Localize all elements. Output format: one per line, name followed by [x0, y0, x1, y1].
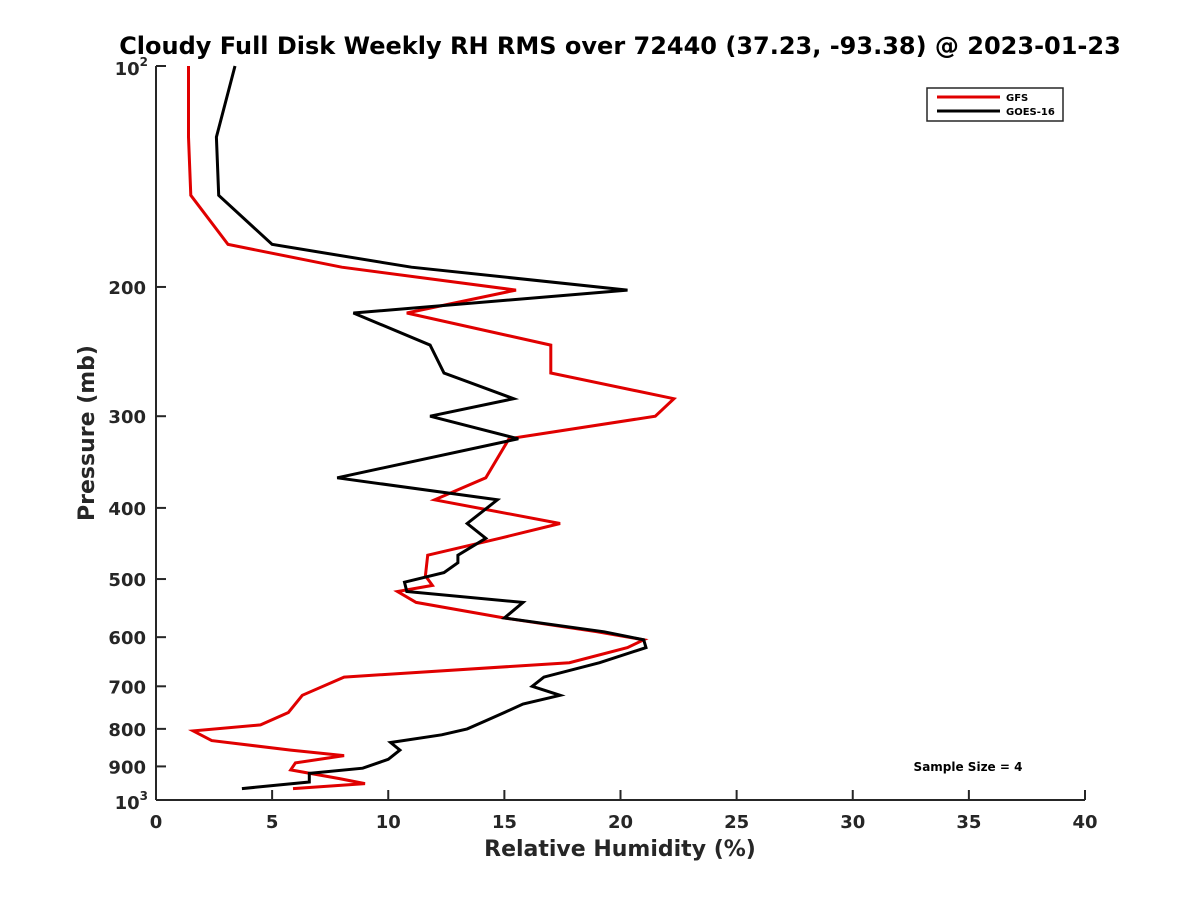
- legend-label: GOES-16: [1006, 107, 1055, 118]
- y-tick-exponent: 3: [140, 789, 148, 803]
- x-tick-label: 10: [376, 812, 401, 833]
- y-tick-label: 500: [108, 570, 146, 591]
- series-lines: [187, 65, 678, 791]
- plot-area: 0 5 10 15 20 25 30 35 40 10220030040050060070080…: [108, 55, 1097, 833]
- series-line-goes-16: [214, 65, 648, 791]
- y-tick-label: 103: [115, 789, 148, 814]
- y-tick-exponent: 2: [140, 55, 148, 69]
- x-tick-label: 15: [492, 812, 517, 833]
- x-axis-label: Relative Humidity (%): [484, 837, 756, 862]
- y-tick-label: 900: [108, 757, 146, 778]
- y-tick-label: 800: [108, 720, 146, 741]
- chart-title: Cloudy Full Disk Weekly RH RMS over 7244…: [119, 32, 1121, 60]
- y-tick-base: 10: [115, 59, 140, 80]
- x-ticks: 0 5 10 15 20 25 30 35 40: [150, 790, 1098, 833]
- x-tick-label: 20: [608, 812, 633, 833]
- x-tick-label: 40: [1072, 812, 1097, 833]
- y-tick-label: 200: [108, 278, 146, 299]
- series-line-gfs: [187, 66, 678, 791]
- y-tick-label: 300: [108, 407, 146, 428]
- y-tick-label: 102: [115, 55, 148, 80]
- x-tick-label: 30: [840, 812, 865, 833]
- y-tick-label: 400: [108, 499, 146, 520]
- legend: GFS GOES-16: [926, 87, 1064, 122]
- legend-box: [926, 87, 1064, 122]
- y-tick-base: 10: [115, 793, 140, 814]
- x-tick-label: 5: [266, 812, 279, 833]
- y-tick-label: 600: [108, 628, 146, 649]
- y-axis-label: Pressure (mb): [75, 345, 100, 521]
- y-tick-label: 700: [108, 677, 146, 698]
- sample-size-annotation: Sample Size = 4: [914, 760, 1023, 774]
- x-tick-label: 35: [956, 812, 981, 833]
- legend-label: GFS: [1006, 93, 1028, 104]
- x-tick-label: 0: [150, 812, 163, 833]
- x-tick-label: 25: [724, 812, 749, 833]
